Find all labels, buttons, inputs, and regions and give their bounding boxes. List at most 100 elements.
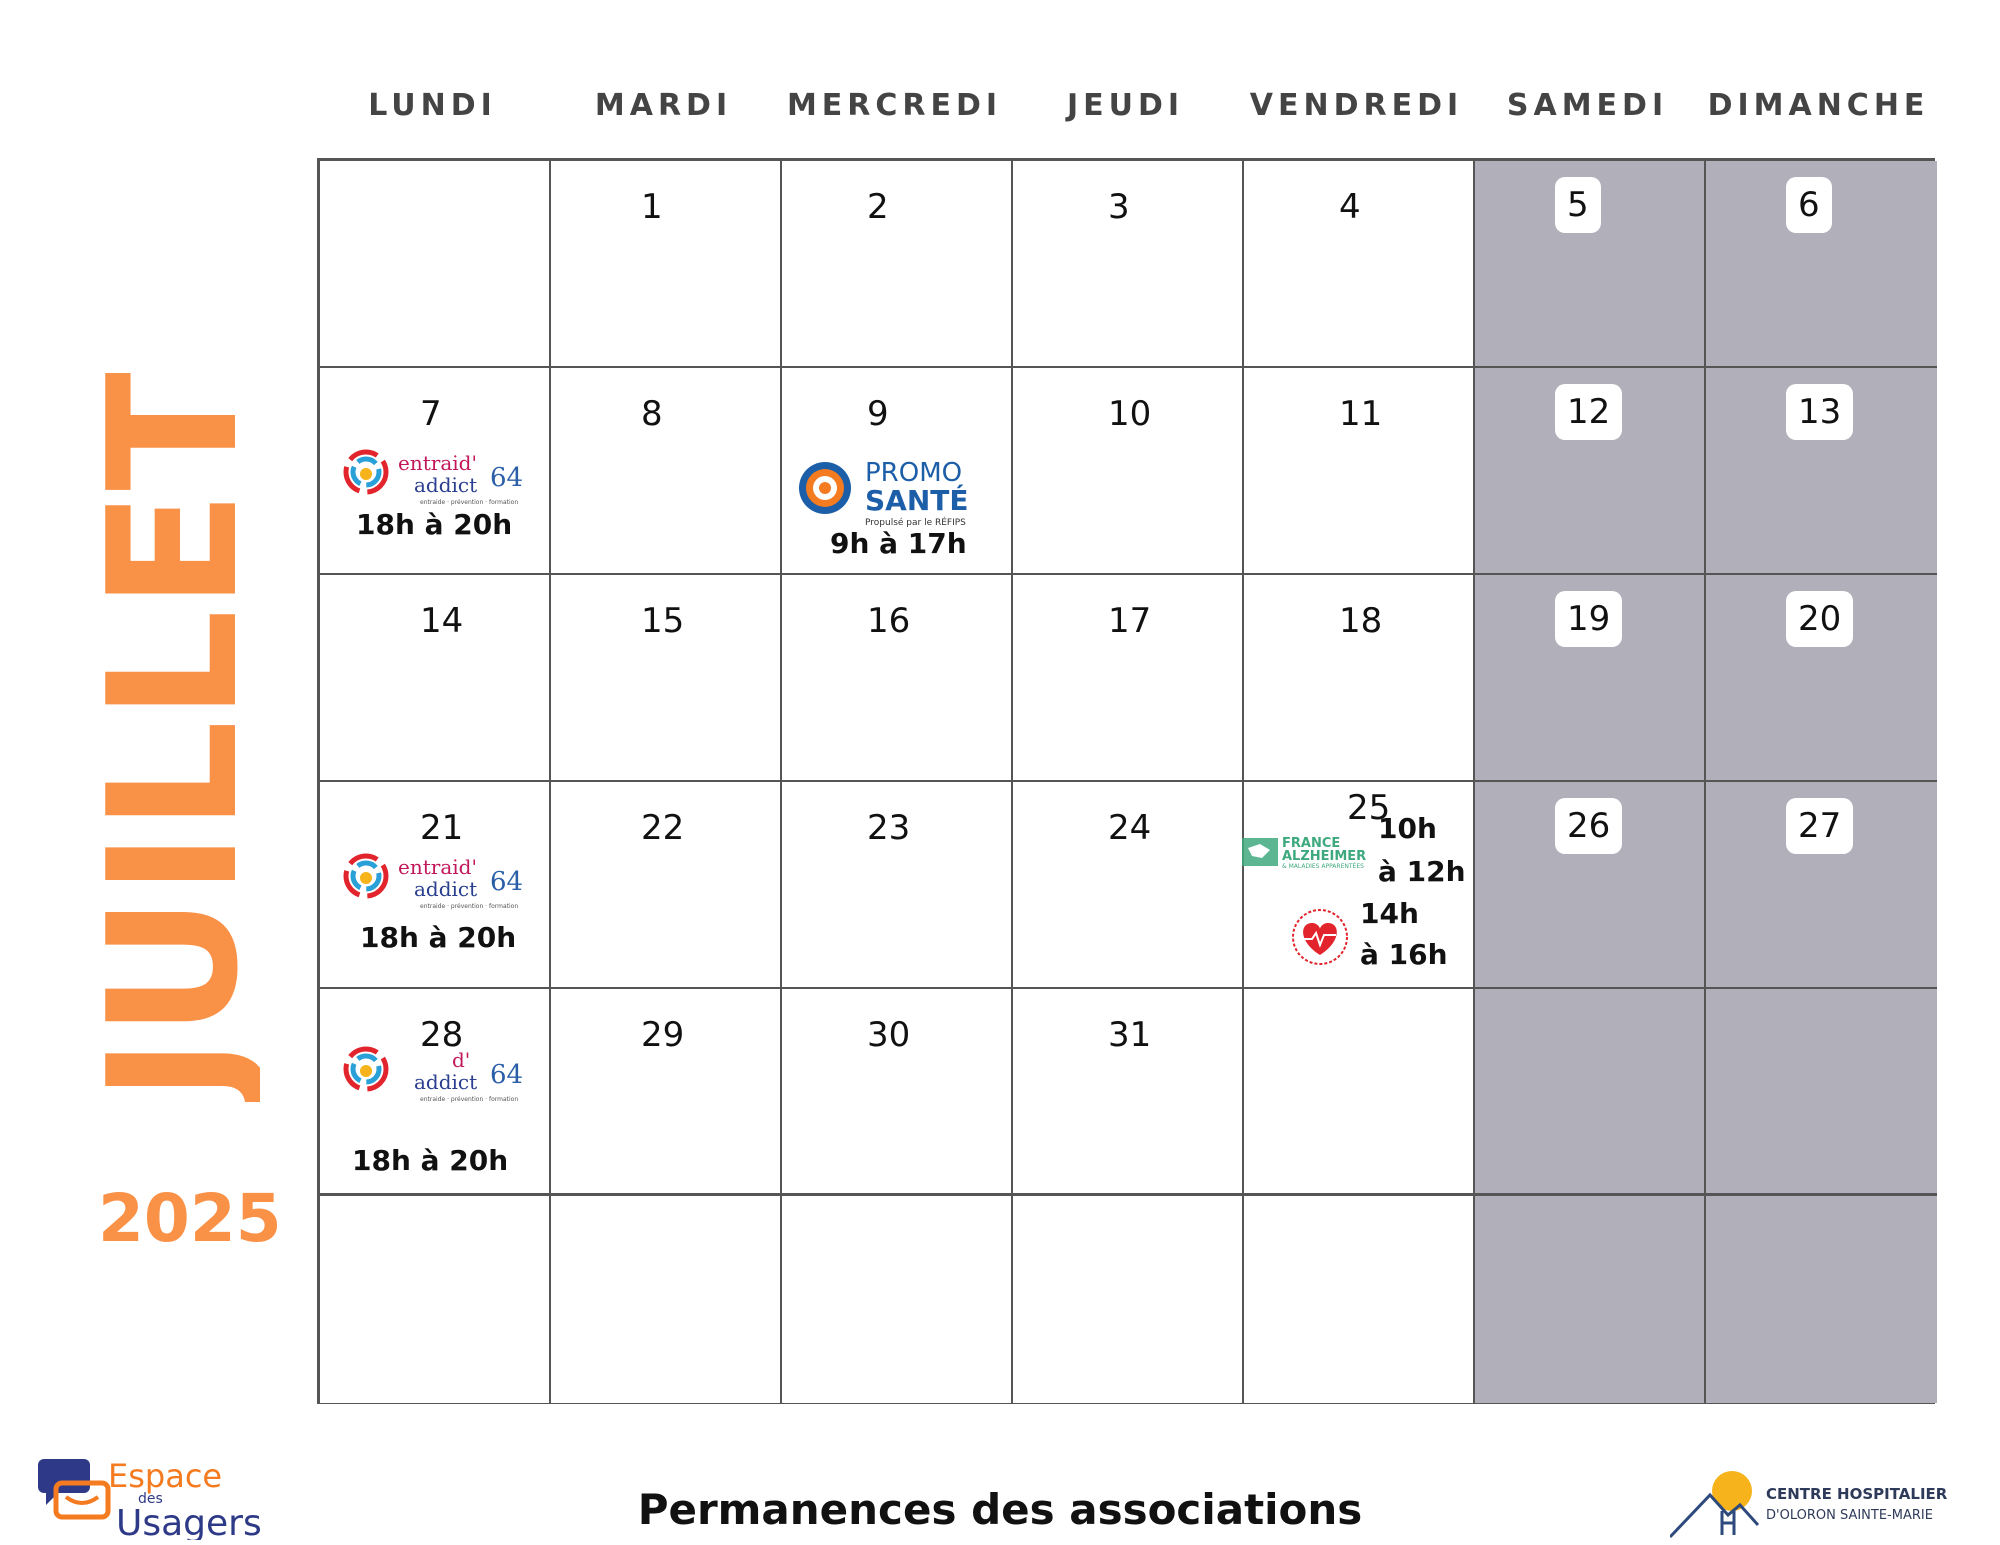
calendar-cell bbox=[1706, 1196, 1937, 1403]
heart-association-logo bbox=[1290, 907, 1350, 967]
header-vendredi: VENDREDI bbox=[1249, 88, 1464, 123]
svg-text:Propulsé par le RÉFIPS: Propulsé par le RÉFIPS bbox=[865, 516, 966, 528]
day-number: 18 bbox=[1339, 601, 1383, 641]
day-number: 20 bbox=[1786, 591, 1854, 647]
day-number: 25 bbox=[1339, 788, 1399, 828]
header-lundi: LUNDI bbox=[368, 88, 497, 123]
heart-icon bbox=[1292, 909, 1348, 965]
svg-text:d': d' bbox=[452, 1048, 470, 1072]
svg-text:& MALADIES APPARENTÉES: & MALADIES APPARENTÉES bbox=[1282, 862, 1364, 870]
calendar-cell bbox=[320, 1196, 551, 1403]
entraid-addict-icon: entraid' addict 64 entraide · prévention… bbox=[343, 449, 523, 506]
calendar-cell: 23 bbox=[782, 782, 1013, 989]
svg-text:entraide · prévention · format: entraide · prévention · formation bbox=[420, 903, 518, 910]
calendar-cell: 30 bbox=[782, 989, 1013, 1196]
promo-sante-logo: PROMO SANTÉ Propulsé par le RÉFIPS bbox=[795, 455, 995, 530]
svg-text:PROMO: PROMO bbox=[865, 458, 962, 488]
day-number: 7 bbox=[420, 394, 442, 434]
day-number: 31 bbox=[1108, 1015, 1152, 1055]
day-number: 26 bbox=[1555, 798, 1623, 854]
day-number: 15 bbox=[641, 601, 685, 641]
month-title: JUILLET bbox=[100, 372, 260, 1102]
header-dimanche: DIMANCHE bbox=[1707, 88, 1930, 123]
calendar-cell: 2 bbox=[782, 161, 1013, 368]
day-number: 29 bbox=[641, 1015, 685, 1055]
france-alzheimer-logo: FRANCE ALZHEIMER & MALADIES APPARENTÉES bbox=[1240, 832, 1380, 870]
calendar-cell bbox=[1475, 989, 1706, 1196]
hospital-icon: CENTRE HOSPITALIER D'OLORON SAINTE-MARIE bbox=[1668, 1471, 1948, 1539]
calendar-cell: 19 bbox=[1475, 575, 1706, 782]
svg-text:64: 64 bbox=[490, 867, 523, 897]
entraid-addict-logo-7: entraid' addict 64 entraide · prévention… bbox=[342, 448, 532, 506]
day-number: 16 bbox=[867, 601, 911, 641]
day-number: 4 bbox=[1339, 187, 1361, 227]
calendar-cell: 27 bbox=[1706, 782, 1937, 989]
espace-usagers-icon: Espace des Usagers bbox=[38, 1457, 262, 1544]
header-mercredi: MERCREDI bbox=[786, 88, 1003, 123]
event-time-28: 18h à 20h bbox=[352, 1144, 509, 1177]
calendar-cell bbox=[1244, 989, 1475, 1196]
day-number: 3 bbox=[1108, 187, 1130, 227]
svg-text:SANTÉ: SANTÉ bbox=[865, 483, 969, 517]
day-number: 11 bbox=[1339, 394, 1383, 434]
calendar-cell: 1 bbox=[551, 161, 782, 368]
svg-text:D'OLORON SAINTE-MARIE: D'OLORON SAINTE-MARIE bbox=[1766, 1508, 1933, 1523]
entraid-addict-icon: entraid' addict 64 entraide · prévention… bbox=[343, 853, 523, 910]
day-number: 21 bbox=[420, 808, 464, 848]
footer-title: Permanences des associations bbox=[637, 1485, 1363, 1534]
calendar-cell bbox=[551, 1196, 782, 1403]
calendar-cell: 29 bbox=[551, 989, 782, 1196]
svg-text:Usagers: Usagers bbox=[116, 1503, 262, 1540]
calendar-cell bbox=[1706, 989, 1937, 1196]
day-number: 30 bbox=[867, 1015, 911, 1055]
calendar-cell: 4 bbox=[1244, 161, 1475, 368]
month-title-text: JUILLET bbox=[100, 372, 260, 1102]
calendar-cell: 17 bbox=[1013, 575, 1244, 782]
calendar-cell bbox=[782, 1196, 1013, 1403]
calendar-cell: 26 bbox=[1475, 782, 1706, 989]
day-number: 6 bbox=[1786, 177, 1832, 233]
day-number: 8 bbox=[641, 394, 663, 434]
event-time-9: 9h à 17h bbox=[830, 527, 967, 560]
svg-text:entraide · prévention · format: entraide · prévention · formation bbox=[420, 1096, 518, 1103]
svg-text:entraid': entraid' bbox=[398, 451, 477, 475]
svg-text:Espace: Espace bbox=[108, 1457, 222, 1495]
event-time-25-start: 10h bbox=[1378, 812, 1437, 845]
calendar-cell: 14 bbox=[320, 575, 551, 782]
entraid-addict-icon: d' addict 64 entraide · prévention · for… bbox=[343, 1046, 523, 1103]
france-alzheimer-icon: FRANCE ALZHEIMER & MALADIES APPARENTÉES bbox=[1242, 836, 1366, 870]
svg-text:ALZHEIMER: ALZHEIMER bbox=[1282, 849, 1366, 864]
day-number: 22 bbox=[641, 808, 685, 848]
day-number: 28 bbox=[420, 1015, 464, 1055]
event-time-7: 18h à 20h bbox=[356, 508, 513, 541]
calendar-cell: 18 bbox=[1244, 575, 1475, 782]
svg-text:addict: addict bbox=[414, 1070, 477, 1094]
calendar-grid: 1 2 3 4 5 6 7 8 9 10 11 12 13 14 15 16 17 18 19 20 21 22 23 24 2… bbox=[317, 158, 1937, 1404]
calendar-cell: 6 bbox=[1706, 161, 1937, 368]
calendar-cell: 12 bbox=[1475, 368, 1706, 575]
day-number: 9 bbox=[867, 394, 889, 434]
svg-text:addict: addict bbox=[414, 473, 477, 497]
day-number: 1 bbox=[641, 187, 663, 227]
svg-text:entraide · prévention · format: entraide · prévention · formation bbox=[420, 499, 518, 506]
calendar-cell bbox=[1013, 1196, 1244, 1403]
centre-hospitalier-logo: CENTRE HOSPITALIER D'OLORON SAINTE-MARIE bbox=[1668, 1465, 1960, 1540]
calendar-cell: 28 bbox=[320, 989, 551, 1196]
calendar-cell: 5 bbox=[1475, 161, 1706, 368]
calendar-cell: 16 bbox=[782, 575, 1013, 782]
calendar-cell: 11 bbox=[1244, 368, 1475, 575]
svg-text:64: 64 bbox=[490, 463, 523, 493]
day-number: 27 bbox=[1786, 798, 1854, 854]
day-number: 13 bbox=[1786, 384, 1854, 440]
svg-text:64: 64 bbox=[490, 1060, 523, 1090]
day-number: 12 bbox=[1555, 384, 1623, 440]
calendar-cell: 31 bbox=[1013, 989, 1244, 1196]
day-number: 10 bbox=[1108, 394, 1152, 434]
calendar-cell bbox=[1475, 1196, 1706, 1403]
calendar-cell: 24 bbox=[1013, 782, 1244, 989]
calendar-cell bbox=[320, 161, 551, 368]
calendar-cell: 25 bbox=[1244, 782, 1475, 989]
calendar-cell: 7 bbox=[320, 368, 551, 575]
event-time-25b-end: à 16h bbox=[1360, 938, 1448, 971]
calendar-cell: 13 bbox=[1706, 368, 1937, 575]
